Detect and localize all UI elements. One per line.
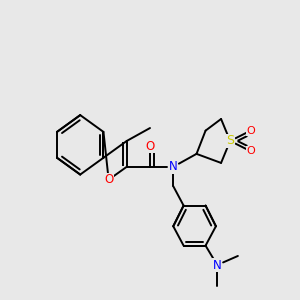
- Text: N: N: [169, 160, 178, 173]
- Text: S: S: [226, 134, 234, 148]
- Text: O: O: [104, 173, 113, 186]
- Text: O: O: [246, 146, 255, 156]
- Text: O: O: [146, 140, 154, 153]
- Text: O: O: [246, 126, 255, 136]
- Text: N: N: [213, 259, 222, 272]
